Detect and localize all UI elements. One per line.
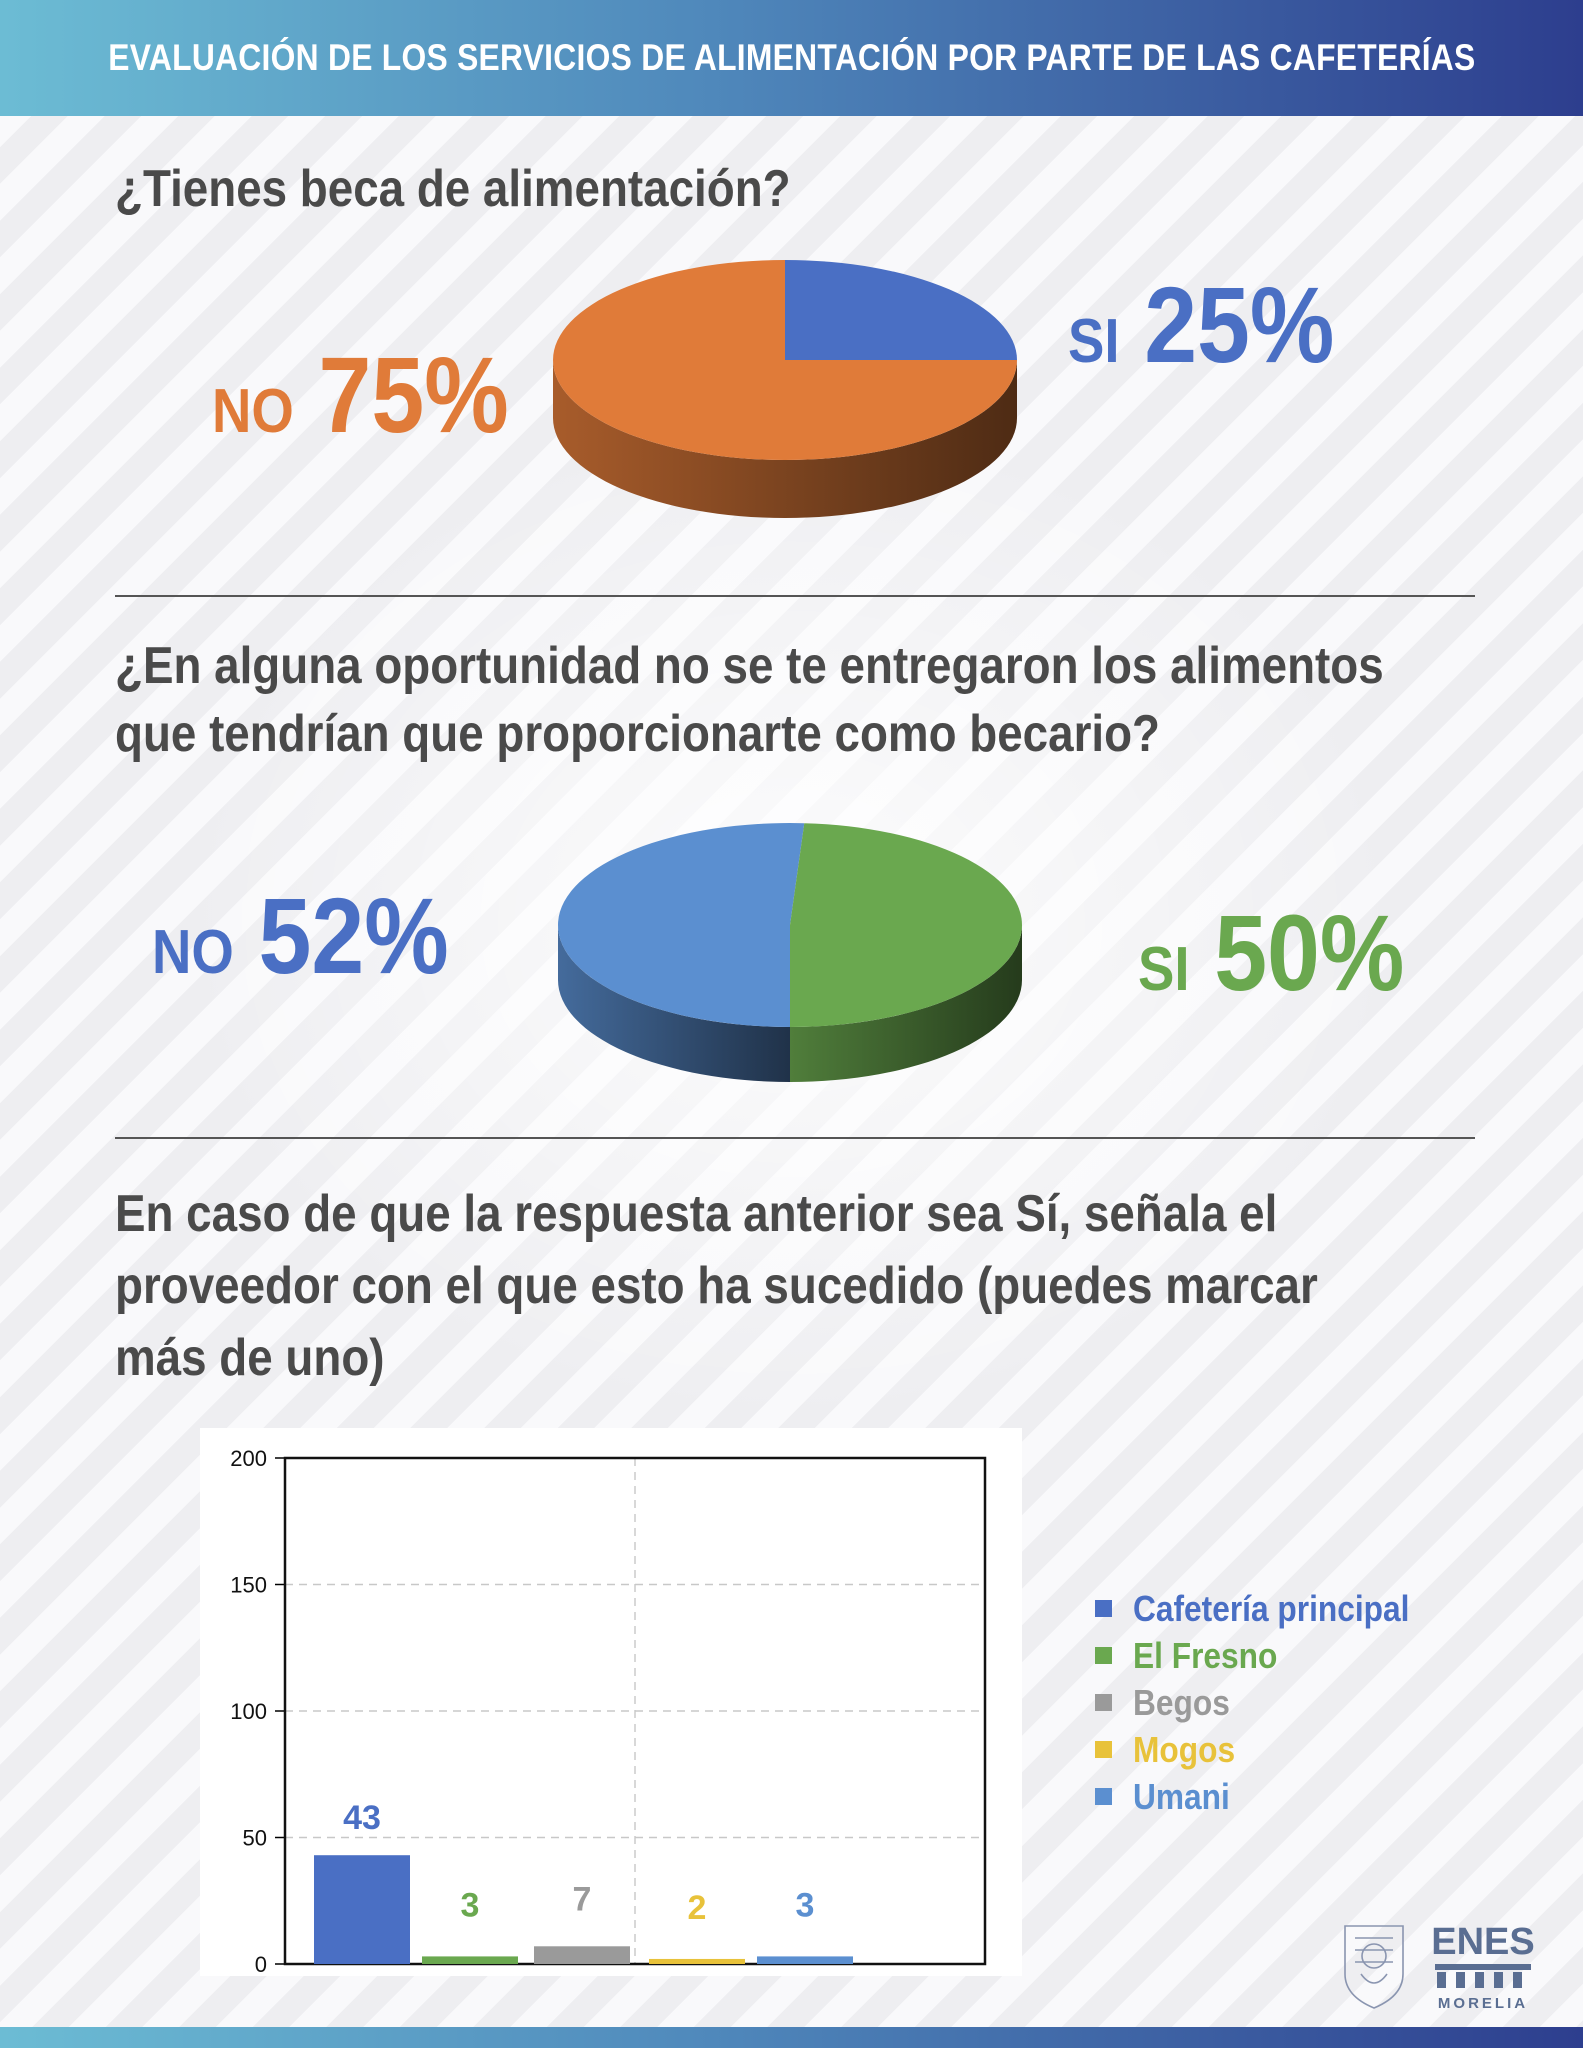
y-tick-label: 50 bbox=[243, 1826, 267, 1851]
footer-bar bbox=[0, 2027, 1583, 2048]
q1-si-percent: 25% bbox=[1144, 264, 1335, 385]
legend-label: Begos bbox=[1133, 1681, 1230, 1723]
legend-label: Umani bbox=[1133, 1775, 1230, 1817]
q1-no-label: NO 75% bbox=[212, 332, 509, 457]
q1-si-label: SI 25% bbox=[1068, 262, 1334, 387]
header-bar: EVALUACIÓN DE LOS SERVICIOS DE ALIMENTAC… bbox=[0, 0, 1583, 116]
legend-item: Umani bbox=[1095, 1773, 1447, 1820]
plot-frame bbox=[283, 1456, 987, 1966]
question-2-line-2: que tendrían que proporcionarte como bec… bbox=[115, 705, 1160, 763]
legend-item: El Fresno bbox=[1095, 1632, 1447, 1679]
q2-si-word: SI bbox=[1138, 935, 1190, 1004]
q1-si-word: SI bbox=[1068, 307, 1120, 376]
question-3-line-2: proveedor con el que esto ha sucedido (p… bbox=[115, 1257, 1318, 1315]
chart-legend: Cafetería principal El Fresno Begos Mogos Um… bbox=[1095, 1585, 1447, 1820]
bar-value-label: 3 bbox=[461, 1886, 480, 1924]
divider-1 bbox=[115, 595, 1475, 597]
q1-no-percent: 75% bbox=[318, 334, 509, 455]
q2-no-word: NO bbox=[152, 918, 234, 987]
pie-chart-entrega bbox=[558, 823, 1023, 1082]
legend-label: El Fresno bbox=[1133, 1634, 1278, 1676]
bar-value-label: 2 bbox=[688, 1889, 707, 1927]
legend-swatch bbox=[1095, 1741, 1112, 1758]
y-tick-label: 0 bbox=[255, 1952, 267, 1977]
q2-si-percent: 50% bbox=[1214, 892, 1405, 1013]
bar-mogos bbox=[757, 1956, 853, 1964]
bar-value-label: 43 bbox=[343, 1799, 381, 1837]
logo-enes-text: ENES bbox=[1431, 1921, 1534, 1963]
q2-no-percent: 52% bbox=[258, 875, 449, 996]
bar-value-label: 3 bbox=[796, 1886, 815, 1924]
legend-label: Cafetería principal bbox=[1133, 1587, 1410, 1629]
pie-slice-no bbox=[558, 823, 805, 1027]
bar-begos bbox=[534, 1946, 630, 1964]
logo-morelia-text: MORELIA bbox=[1438, 1995, 1528, 2012]
bar-value-label: 7 bbox=[573, 1880, 592, 1918]
y-tick-label: 200 bbox=[230, 1446, 267, 1471]
legend-swatch bbox=[1095, 1647, 1112, 1664]
legend-item: Cafetería principal bbox=[1095, 1585, 1447, 1632]
bar-umani bbox=[649, 1958, 745, 1964]
y-tick-label: 150 bbox=[230, 1573, 267, 1598]
q2-si-label: SI 50% bbox=[1138, 890, 1404, 1015]
bar-chart-proveedores: 0 50 100 150 200 43 3 7 2 3 bbox=[200, 1428, 1022, 1977]
legend-swatch bbox=[1095, 1788, 1112, 1805]
divider-2 bbox=[115, 1137, 1475, 1139]
y-tick-label: 100 bbox=[230, 1699, 267, 1724]
question-1: ¿Tienes beca de alimentación? bbox=[115, 160, 791, 218]
bar-el-fresno bbox=[422, 1956, 518, 1964]
question-3-line-3: más de uno) bbox=[115, 1329, 385, 1387]
legend-item: Mogos bbox=[1095, 1726, 1447, 1773]
legend-item: Begos bbox=[1095, 1679, 1447, 1726]
q2-no-label: NO 52% bbox=[152, 873, 449, 998]
legend-label: Mogos bbox=[1133, 1728, 1236, 1770]
q1-no-word: NO bbox=[212, 377, 294, 446]
enes-morelia-logo: ENES MORELIA bbox=[1344, 1921, 1535, 2012]
legend-swatch bbox=[1095, 1694, 1112, 1711]
question-2-line-1: ¿En alguna oportunidad no se te entregar… bbox=[115, 637, 1384, 695]
bar-cafeter-a-principal bbox=[314, 1855, 410, 1964]
pie-side-no bbox=[553, 360, 1017, 518]
legend-swatch bbox=[1095, 1600, 1112, 1617]
pie-slice-si bbox=[785, 260, 1017, 360]
pie-side-no bbox=[558, 925, 790, 1082]
pie-slice-si bbox=[790, 823, 1023, 1027]
pie-chart-beca bbox=[553, 260, 1017, 518]
pie-side-si bbox=[790, 925, 1022, 1082]
question-3-line-1: En caso de que la respuesta anterior sea… bbox=[115, 1185, 1278, 1243]
page-title: EVALUACIÓN DE LOS SERVICIOS DE ALIMENTAC… bbox=[107, 37, 1476, 78]
